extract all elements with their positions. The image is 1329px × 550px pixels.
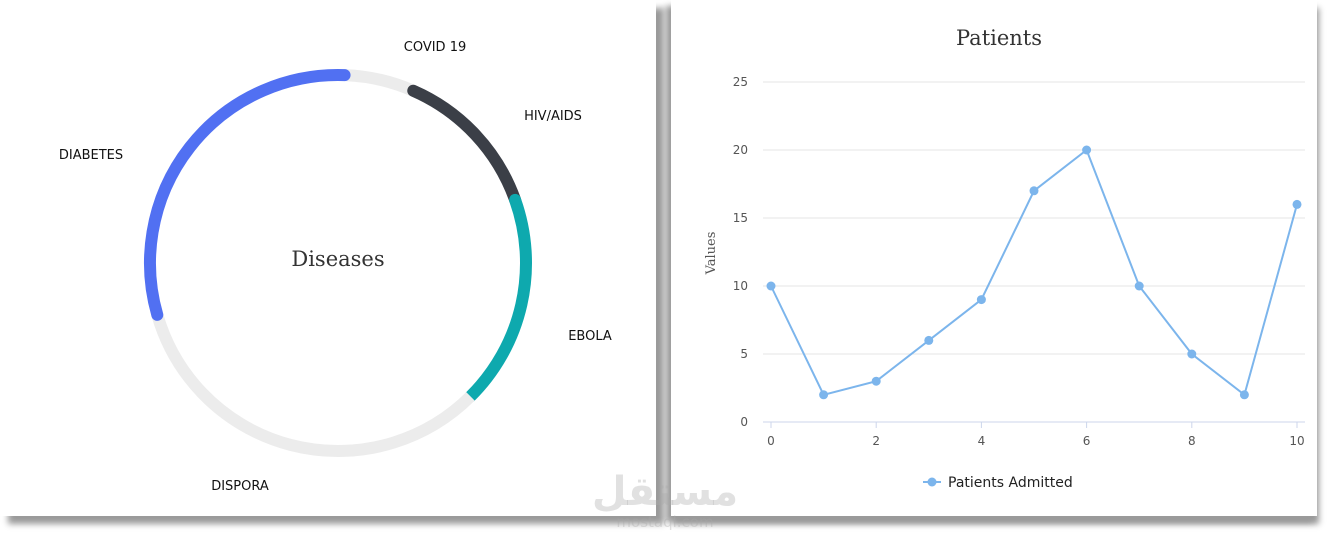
- x-tick-label-4: 4: [978, 434, 986, 448]
- line-chart-title: Patients: [956, 26, 1042, 50]
- x-tick-label-2: 2: [872, 434, 880, 448]
- y-tick-label-10: 10: [733, 279, 748, 293]
- diseases-donut-chart: COVID 19 HIV/AIDS EBOLA DISPORA DIABETES Dis…: [59, 40, 612, 494]
- donut-segment-ebola[interactable]: [464, 193, 532, 403]
- diseases-panel: COVID 19 HIV/AIDS EBOLA DISPORA DIABETES Dis…: [0, 0, 656, 516]
- data-point-2[interactable]: [871, 376, 881, 386]
- y-tick-label-20: 20: [733, 143, 748, 157]
- data-point-5[interactable]: [1029, 186, 1039, 196]
- y-tick-label-15: 15: [733, 211, 748, 225]
- legend-dot-marker: [927, 477, 937, 487]
- patients-line-chart: Patients 0 5 10 15 20 25 0 2 4 6 8 10 Values Patie…: [704, 26, 1305, 491]
- data-point-0[interactable]: [766, 281, 776, 291]
- donut-center-title: Diseases: [291, 247, 384, 271]
- data-point-7[interactable]: [1134, 281, 1144, 291]
- donut-label-ebola: EBOLA: [568, 329, 612, 344]
- x-tick-label-8: 8: [1188, 434, 1196, 448]
- donut-segment-hiv-aids[interactable]: [407, 84, 522, 206]
- y-axis-label: Values: [704, 232, 719, 276]
- watermark-latin: mostaql.com: [616, 513, 714, 531]
- y-tick-label-5: 5: [740, 347, 748, 361]
- donut-label-diabetes: DIABETES: [59, 148, 123, 163]
- data-point-6[interactable]: [1082, 145, 1092, 155]
- legend-entry-patients-admitted: Patients Admitted: [948, 475, 1073, 491]
- x-tick-label-10: 10: [1289, 434, 1304, 448]
- x-tick-label-0: 0: [767, 434, 775, 448]
- data-point-9[interactable]: [1239, 390, 1249, 400]
- data-point-10[interactable]: [1292, 199, 1302, 209]
- data-point-8[interactable]: [1187, 349, 1197, 359]
- x-tick-label-6: 6: [1083, 434, 1091, 448]
- y-tick-label-0: 0: [740, 415, 748, 429]
- y-tick-label-25: 25: [733, 75, 748, 89]
- data-point-3[interactable]: [924, 335, 934, 345]
- data-point-4[interactable]: [976, 295, 986, 305]
- donut-segment-covid-19[interactable]: [344, 69, 416, 97]
- donut-label-covid-19: COVID 19: [404, 40, 467, 55]
- donut-label-dispora: DISPORA: [211, 479, 269, 494]
- data-point-1[interactable]: [819, 390, 829, 400]
- legend[interactable]: Patients Admitted: [923, 475, 1073, 491]
- donut-label-hiv-aids: HIV/AIDS: [524, 109, 582, 124]
- patients-panel: Patients 0 5 10 15 20 25 0 2 4 6 8 10 Values Patie…: [671, 0, 1317, 516]
- donut-segment-diabetes[interactable]: [144, 69, 351, 321]
- donut-segment-dispora[interactable]: [151, 313, 475, 457]
